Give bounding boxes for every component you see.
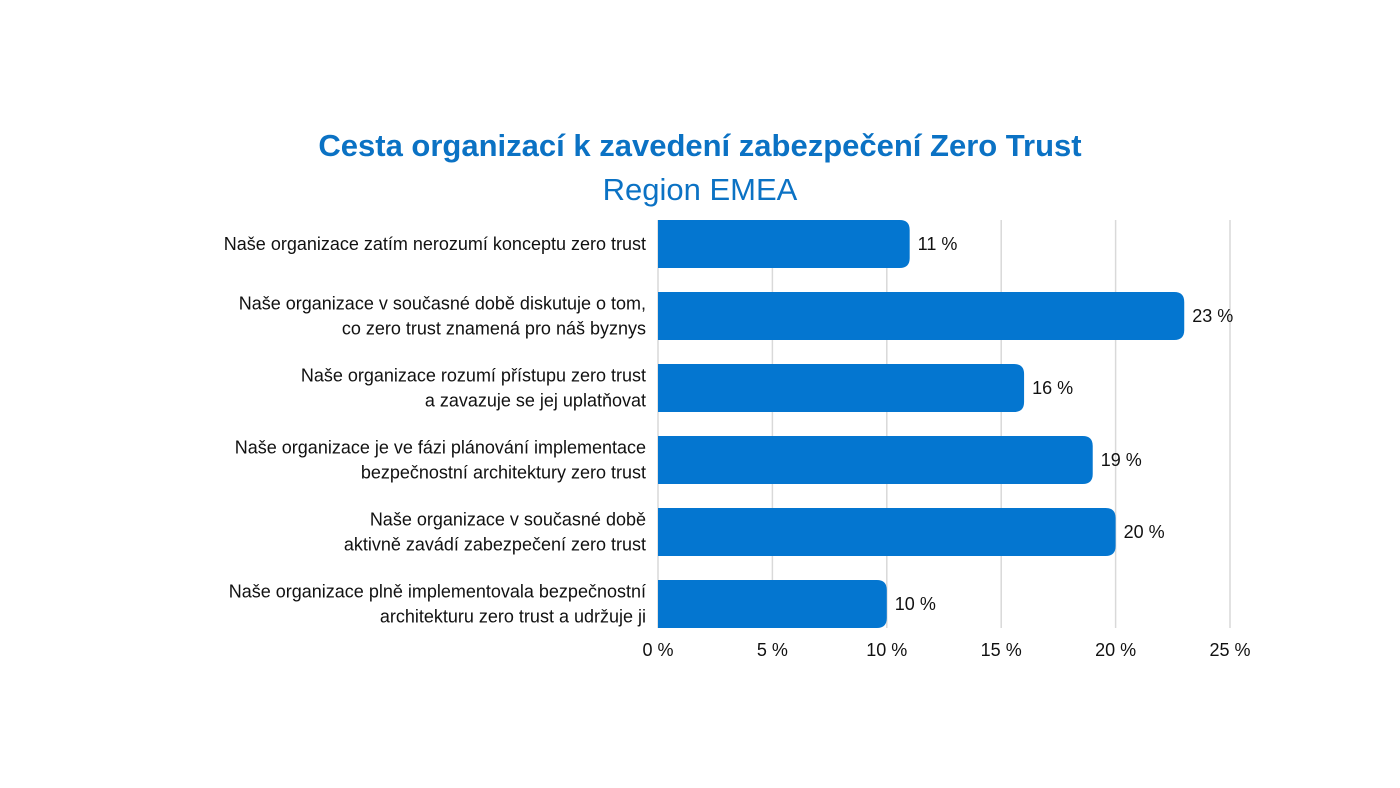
category-label: Naše organizace v současné době diskutuj… (239, 294, 646, 314)
category-label: Naše organizace plně implementovala bezp… (229, 582, 646, 602)
category-label: Naše organizace zatím nerozumí konceptu … (224, 234, 646, 254)
category-label: a zavazuje se jej uplatňovat (425, 391, 646, 411)
x-tick-label: 25 % (1209, 640, 1250, 660)
data-label: 23 % (1192, 306, 1233, 326)
x-tick-label: 15 % (981, 640, 1022, 660)
data-label: 20 % (1124, 522, 1165, 542)
category-label: architekturu zero trust a udržuje ji (380, 607, 646, 627)
data-label: 11 % (918, 234, 958, 254)
bar (658, 508, 1116, 556)
data-label: 19 % (1101, 450, 1142, 470)
bar (658, 220, 910, 268)
chart-title: Cesta organizací k zavedení zabezpečení … (318, 128, 1082, 163)
x-tick-label: 10 % (866, 640, 907, 660)
data-label: 16 % (1032, 378, 1073, 398)
bar (658, 292, 1185, 340)
bar (658, 436, 1093, 484)
bar (658, 580, 887, 628)
category-label: Naše organizace je ve fázi plánování imp… (235, 438, 646, 458)
bar (658, 364, 1025, 412)
category-label: aktivně zavádí zabezpečení zero trust (344, 535, 646, 555)
x-tick-label: 0 % (642, 640, 673, 660)
data-label: 10 % (895, 594, 936, 614)
category-label: bezpečnostní architektury zero trust (361, 463, 646, 483)
category-label: co zero trust znamená pro náš byznys (342, 319, 646, 339)
chart-subtitle: Region EMEA (602, 172, 798, 207)
x-tick-label: 20 % (1095, 640, 1136, 660)
category-label: Naše organizace v současné době (370, 510, 646, 530)
category-label: Naše organizace rozumí přístupu zero tru… (301, 366, 646, 386)
x-tick-label: 5 % (757, 640, 788, 660)
